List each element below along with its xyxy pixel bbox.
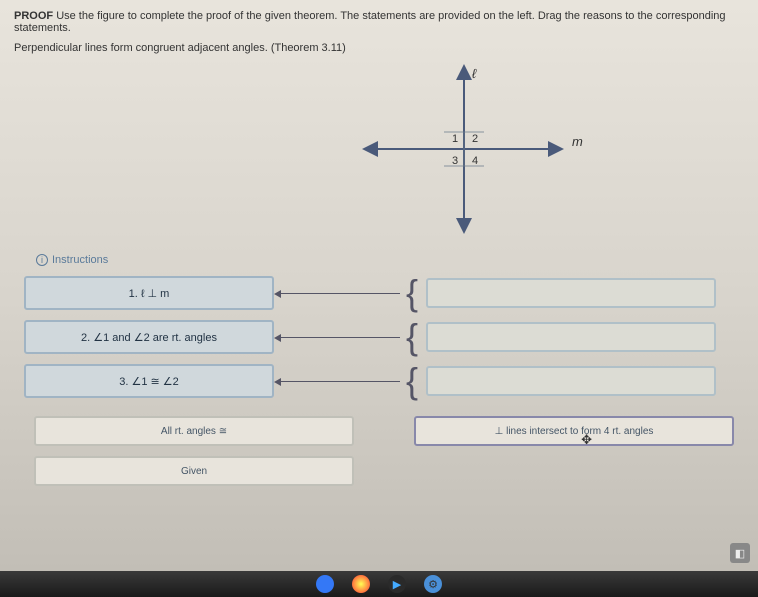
panel-icon: ◧ (735, 547, 745, 560)
move-icon: ✥ (581, 432, 592, 448)
statement-text: 2. ∠1 and ∠2 are rt. angles (81, 331, 217, 344)
arrow-connector: { (280, 366, 420, 396)
reason-tile[interactable]: ⊥ lines intersect to form 4 rt. angles ✥ (414, 416, 734, 446)
given-row: Given (34, 456, 744, 486)
label-l: ℓ (472, 66, 477, 81)
statement-text: 3. ∠1 ≅ ∠2 (119, 375, 179, 388)
arrow-connector: { (280, 322, 420, 352)
taskbar-icon[interactable] (352, 575, 370, 593)
reason-slot[interactable] (426, 322, 716, 352)
perpendicular-figure: ℓ m 1 2 3 4 (354, 64, 614, 234)
statement-box[interactable]: 1. ℓ ⊥ m (24, 276, 274, 310)
proof-text: Use the figure to complete the proof of … (14, 10, 726, 34)
reason-text: Given (181, 466, 207, 477)
label-m: m (572, 134, 583, 149)
svg-text:2: 2 (472, 133, 478, 145)
side-button[interactable]: ◧ (730, 543, 750, 563)
proof-row: 1. ℓ ⊥ m { (24, 276, 744, 310)
reason-text: All rt. angles ≅ (161, 426, 227, 437)
reason-slot[interactable] (426, 278, 716, 308)
instructions-link[interactable]: i Instructions (36, 254, 744, 266)
info-icon: i (36, 254, 48, 266)
theorem-text: Perpendicular lines form congruent adjac… (14, 42, 744, 54)
statement-box[interactable]: 3. ∠1 ≅ ∠2 (24, 364, 274, 398)
reason-text: ⊥ lines intersect to form 4 rt. angles (495, 426, 654, 437)
reason-slot[interactable] (426, 366, 716, 396)
proof-row: 3. ∠1 ≅ ∠2 { (24, 364, 744, 398)
statement-box[interactable]: 2. ∠1 and ∠2 are rt. angles (24, 320, 274, 354)
figure-area: ℓ m 1 2 3 4 (14, 64, 744, 234)
svg-text:1: 1 (452, 133, 458, 145)
instructions-label: Instructions (52, 254, 108, 266)
taskbar: ▶ ⚙ (0, 571, 758, 597)
reason-bank: All rt. angles ≅ ⊥ lines intersect to fo… (34, 416, 744, 446)
taskbar-icon[interactable]: ▶ (388, 575, 406, 593)
proof-row: 2. ∠1 and ∠2 are rt. angles { (24, 320, 744, 354)
proof-header: PROOF Use the figure to complete the pro… (14, 10, 744, 34)
reason-tile[interactable]: All rt. angles ≅ (34, 416, 354, 446)
proof-bold: PROOF (14, 10, 53, 22)
taskbar-icon[interactable]: ⚙ (424, 575, 442, 593)
arrow-connector: { (280, 278, 420, 308)
svg-text:3: 3 (452, 155, 458, 167)
svg-text:4: 4 (472, 155, 478, 167)
statement-text: 1. ℓ ⊥ m (129, 287, 170, 300)
proof-rows: 1. ℓ ⊥ m { 2. ∠1 and ∠2 are rt. angles {… (24, 276, 744, 398)
taskbar-icon[interactable] (316, 575, 334, 593)
reason-tile[interactable]: Given (34, 456, 354, 486)
